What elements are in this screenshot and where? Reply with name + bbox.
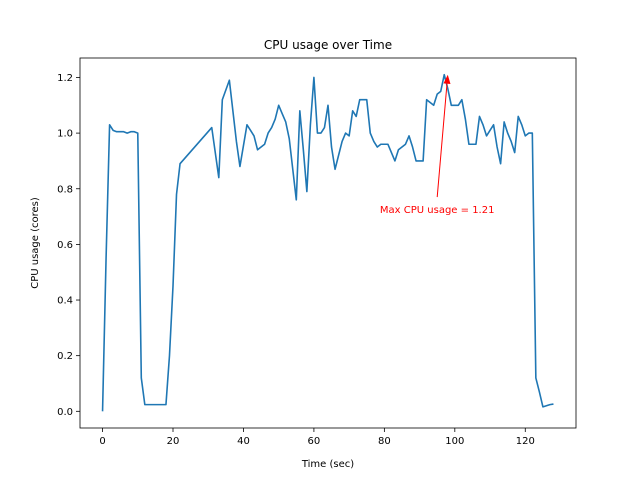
y-tick-label: 0.6	[57, 240, 73, 251]
x-tick-label: 20	[167, 436, 180, 447]
annotation-arrowhead	[443, 74, 451, 84]
x-axis-ticks: 0 20 40 60 80 100 120	[99, 428, 535, 447]
annotation-arrow-line	[436, 83, 448, 198]
series-line-cpu-usage	[101, 73, 554, 412]
axes-frame	[79, 57, 577, 429]
x-tick-label: 0	[99, 436, 105, 447]
chart-title: CPU usage over Time	[264, 38, 392, 52]
y-axis-label: CPU usage (cores)	[30, 197, 41, 289]
y-axis-ticks: 0.0 0.2 0.4 0.6 0.8 1.0 1.2	[57, 73, 80, 418]
y-tick-label: 0.2	[57, 351, 73, 362]
x-axis-label: Time (sec)	[301, 459, 354, 470]
x-tick-label: 60	[308, 436, 321, 447]
x-tick-label: 80	[378, 436, 391, 447]
x-tick-label: 40	[237, 436, 250, 447]
y-tick-label: 0.0	[57, 407, 73, 418]
y-tick-label: 1.0	[57, 129, 73, 140]
plot-area	[101, 73, 554, 412]
annotation-max-cpu: Max CPU usage = 1.21	[380, 205, 495, 216]
y-tick-label: 0.4	[57, 296, 73, 307]
y-tick-label: 0.8	[57, 184, 73, 195]
x-tick-label: 100	[445, 436, 464, 447]
y-tick-label: 1.2	[57, 73, 73, 84]
x-tick-label: 120	[516, 436, 535, 447]
